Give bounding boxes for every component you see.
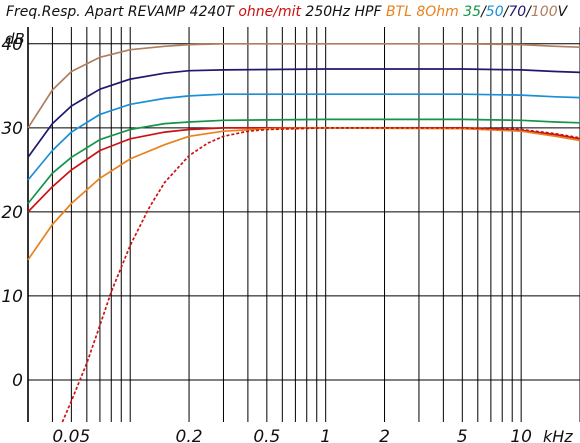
title-part: BTL 8Ohm bbox=[386, 4, 463, 20]
chart-title: Freq.Resp. Apart REVAMP 4240T ohne/mit 2… bbox=[6, 4, 569, 20]
title-part: 100 bbox=[531, 4, 558, 20]
x-tick-label: 5 bbox=[457, 427, 468, 443]
x-tick-label: 2 bbox=[379, 427, 390, 443]
title-part: / bbox=[524, 4, 532, 20]
title-part: 35 bbox=[463, 4, 481, 20]
y-tick-label: 40 bbox=[1, 35, 23, 55]
title-part: / bbox=[502, 4, 510, 20]
x-tick-label: 0.05 bbox=[52, 427, 90, 443]
title-part: Freq.Resp. Apart REVAMP 4240T bbox=[6, 4, 238, 20]
x-tick-label: 0.2 bbox=[176, 427, 203, 443]
y-tick-label: 30 bbox=[1, 119, 23, 139]
series-line-2 bbox=[27, 93, 580, 181]
series-line-0 bbox=[27, 42, 580, 129]
y-tick-labels: 0 10 20 30 40 bbox=[1, 35, 23, 391]
title-part: 70 bbox=[508, 4, 526, 20]
title-part: 50 bbox=[486, 4, 504, 20]
series-group bbox=[27, 42, 580, 423]
title-part: / bbox=[479, 4, 487, 20]
x-tick-label: 0.5 bbox=[253, 427, 280, 443]
series-line-6 bbox=[61, 127, 580, 423]
series-line-3 bbox=[27, 118, 580, 205]
x-tick-labels: 0.05 0.2 0.5 1 2 5 10 bbox=[52, 427, 532, 443]
title-part: ohne/mit bbox=[238, 4, 305, 20]
y-tick-label: 0 bbox=[12, 371, 23, 391]
title-part: V bbox=[558, 4, 569, 20]
title-part: 250Hz HPF bbox=[305, 4, 386, 20]
x-tick-label: 10 bbox=[510, 427, 532, 443]
series-line-5 bbox=[27, 127, 580, 261]
y-tick-label: 20 bbox=[1, 203, 23, 223]
x-tick-label: 1 bbox=[320, 427, 331, 443]
grid bbox=[27, 27, 580, 422]
x-axis-label: kHz bbox=[543, 427, 573, 443]
y-tick-label: 10 bbox=[1, 287, 23, 307]
series-line-1 bbox=[27, 68, 580, 158]
y-axis-label: dB bbox=[5, 30, 25, 48]
